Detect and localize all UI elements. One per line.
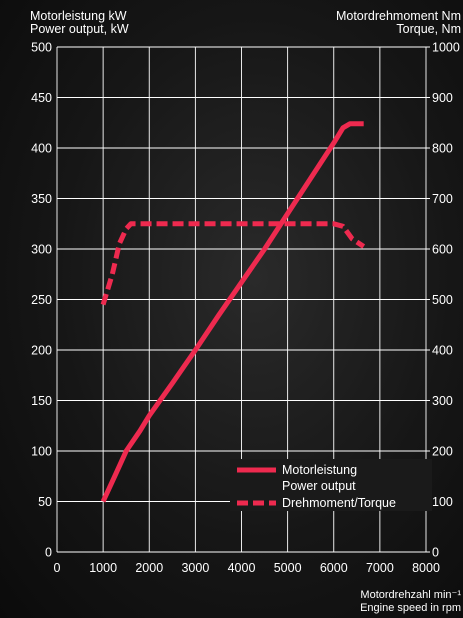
legend-label-torque: Drehmoment/Torque — [282, 496, 396, 510]
right-y-tick-label: 200 — [432, 445, 453, 459]
x-tick-label: 3000 — [181, 561, 209, 575]
right-y-tick-label: 500 — [432, 293, 453, 307]
left-y-tick-label: 450 — [31, 91, 52, 105]
right-y-tick-label: 0 — [432, 546, 439, 560]
right-y-tick-label: 600 — [432, 243, 453, 257]
x-tick-label: 4000 — [228, 561, 256, 575]
right-y-tick-label: 800 — [432, 142, 453, 156]
right-axis-title-line2: Torque, Nm — [396, 22, 461, 36]
left-y-tick-label: 250 — [31, 293, 52, 307]
legend-label-power: Motorleistung — [282, 463, 357, 477]
left-y-tick-label: 150 — [31, 394, 52, 408]
x-tick-label: 2000 — [135, 561, 163, 575]
series-lines — [100, 121, 366, 503]
right-y-tick-label: 100 — [432, 495, 453, 509]
x-tick-label: 0 — [54, 561, 61, 575]
left-y-ticks: 0 50 100 150 200 250 300 350 400 450 500 — [31, 41, 52, 560]
x-axis-title-line1: Motordrehzahl min⁻¹ — [360, 589, 461, 601]
x-ticks: 0 1000 2000 3000 4000 5000 6000 7000 8000 — [54, 561, 440, 575]
left-y-tick-label: 400 — [31, 142, 52, 156]
series-line-torque — [100, 221, 366, 306]
left-y-tick-label: 500 — [31, 41, 52, 55]
left-y-tick-label: 350 — [31, 192, 52, 206]
left-y-tick-label: 0 — [45, 546, 52, 560]
left-axis-title: Motorleistung kW Power output, kW — [30, 10, 129, 36]
legend: Motorleistung Power output Drehmoment/To… — [230, 459, 432, 511]
left-axis-title-line1: Motorleistung kW — [30, 9, 127, 23]
series-line-power — [100, 121, 364, 503]
x-axis-title-line2: Engine speed in rpm — [360, 601, 461, 614]
right-y-tick-label: 1000 — [432, 41, 460, 55]
left-y-tick-label: 100 — [31, 445, 52, 459]
left-y-tick-label: 50 — [38, 495, 52, 509]
left-y-tick-label: 200 — [31, 344, 52, 358]
right-y-tick-label: 900 — [432, 91, 453, 105]
right-y-tick-label: 300 — [432, 394, 453, 408]
x-tick-label: 7000 — [366, 561, 394, 575]
right-axis-title-line1: Motordrehmoment Nm — [335, 9, 461, 23]
right-y-tick-label: 400 — [432, 344, 453, 358]
legend-label-power-line2: Power output — [282, 479, 356, 493]
right-y-ticks: 0 100 200 300 400 500 600 700 800 900 1000 — [426, 41, 460, 560]
right-axis-title: Motordrehmoment Nm Torque, Nm — [336, 10, 461, 36]
x-tick-label: 5000 — [274, 561, 302, 575]
x-tick-label: 6000 — [320, 561, 348, 575]
right-y-tick-label: 700 — [432, 192, 453, 206]
left-y-tick-label: 300 — [31, 243, 52, 257]
left-axis-title-line2: Power output, kW — [30, 22, 129, 36]
x-tick-label: 8000 — [412, 561, 440, 575]
x-axis-title: Motordrehzahl min⁻¹ Engine speed in rpm — [360, 589, 461, 614]
x-tick-label: 1000 — [89, 561, 117, 575]
